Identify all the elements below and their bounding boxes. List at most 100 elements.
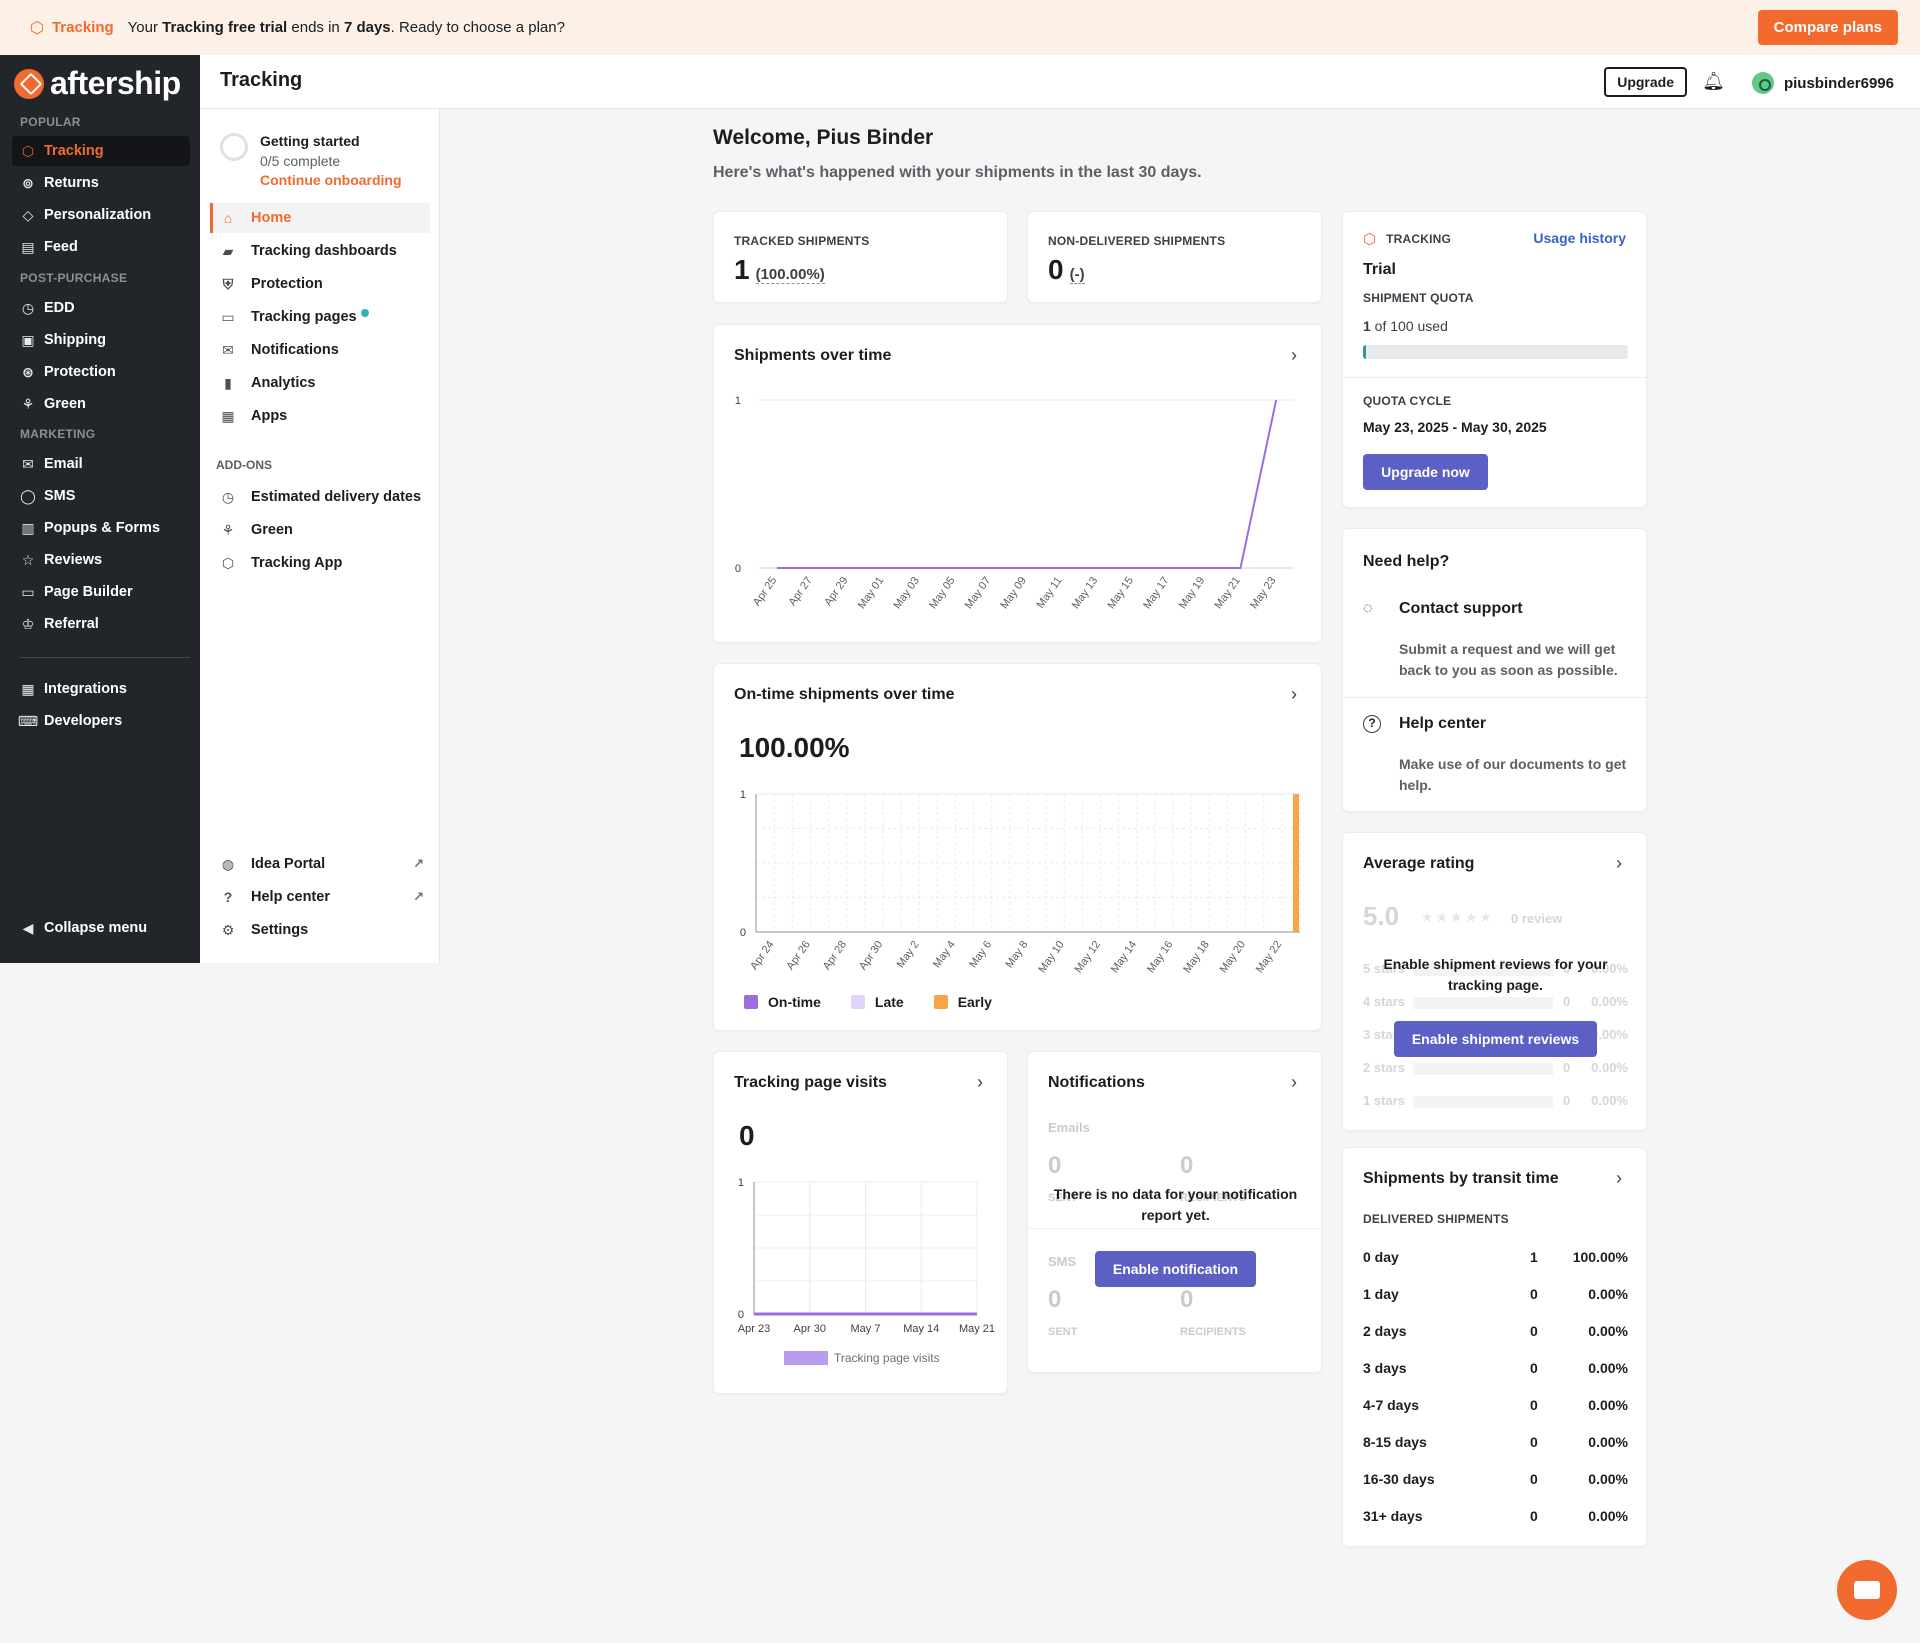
banner-message: Your Tracking free trial ends in 7 days.… bbox=[127, 19, 565, 36]
welcome-subtitle: Here's what's happened with your shipmen… bbox=[713, 164, 1202, 181]
chevron-right-icon[interactable]: › bbox=[1616, 1168, 1622, 1188]
subnav-item-analytics[interactable]: ▮ Analytics bbox=[210, 368, 430, 398]
x-tick-label: Apr 24 bbox=[748, 939, 776, 972]
gear-icon: ⚙ bbox=[221, 921, 235, 938]
sidebar-item-sms[interactable]: ◯ SMS bbox=[20, 487, 76, 505]
compare-plans-button[interactable]: Compare plans bbox=[1757, 10, 1898, 45]
plan-name: Trial bbox=[1363, 261, 1396, 278]
shield-icon: ⛨ bbox=[222, 275, 234, 292]
subnav-item-green[interactable]: ⚘ Green bbox=[221, 521, 293, 539]
sidebar-item-referral[interactable]: ♔ Referral bbox=[21, 615, 99, 633]
section-post-purchase: POST-PURCHASE bbox=[20, 271, 128, 285]
subnav-item-apps[interactable]: ▦ Apps bbox=[221, 407, 288, 425]
ontime-shipments-card: On-time shipments over time › 100.00% 0 1… bbox=[713, 663, 1322, 1031]
truck-icon: ▰ bbox=[222, 242, 234, 259]
divider bbox=[1343, 697, 1648, 698]
x-tick-label: May 4 bbox=[931, 939, 958, 970]
user-menu[interactable]: piusbinder6996 bbox=[1751, 72, 1894, 94]
feed-icon: ▤ bbox=[21, 238, 35, 255]
help-center-link[interactable]: Help center bbox=[1399, 715, 1487, 732]
subnav-item-tracking-app[interactable]: ⬡ Tracking App bbox=[221, 554, 343, 572]
x-tick-label: May 22 bbox=[1254, 939, 1285, 975]
stat-percent: (-) bbox=[1069, 266, 1085, 284]
ontime-bar-chart: 0 1 Apr 24 Apr 26 Apr 28 Apr 30 May 2 May 4 May … bbox=[740, 789, 1301, 975]
subnav-item-settings[interactable]: ⚙ Settings bbox=[221, 921, 309, 939]
subnav-item-idea-portal[interactable]: ◍ Idea Portal ↗ bbox=[221, 855, 424, 873]
enable-notification-button[interactable]: Enable notification bbox=[1095, 1251, 1256, 1287]
visits-line-chart: 0 1 Apr 23 Apr 30 May 7 May 14 May 21 bbox=[738, 1177, 995, 1335]
shipment-quota-label: SHIPMENT QUOTA bbox=[1363, 291, 1474, 305]
sidebar-item-email[interactable]: ✉ Email bbox=[12, 449, 190, 479]
emails-sent-label: SENT bbox=[1048, 1192, 1078, 1204]
subnav-item-help-center[interactable]: ? Help center ↗ bbox=[210, 882, 430, 912]
subnav-item-tracking-pages[interactable]: ▭ Tracking pages bbox=[210, 302, 430, 332]
subnav-item-protection[interactable]: ⛨ Protection bbox=[210, 269, 430, 299]
empty-state-message: There is no data for your notification r… bbox=[1053, 1186, 1298, 1223]
box-icon: ⬡ bbox=[21, 142, 35, 159]
stat-label: TRACKED SHIPMENTS bbox=[734, 234, 870, 248]
bell-icon[interactable]: 🔔︎ bbox=[1702, 71, 1725, 91]
rating-score: 5.0 bbox=[1363, 901, 1400, 931]
tracked-shipments-card[interactable]: TRACKED SHIPMENTS 1 (100.00%) bbox=[713, 211, 1008, 303]
x-tick-label: May 21 bbox=[1212, 575, 1243, 611]
transit-row: 8-15 days 0 0.00% bbox=[1363, 1434, 1628, 1450]
form-icon: ▥ bbox=[21, 519, 35, 536]
transit-row: 0 day 1 100.00% bbox=[1363, 1249, 1628, 1265]
sidebar-item-developers[interactable]: ⌨ Developers bbox=[17, 712, 123, 730]
x-tick-label: Apr 26 bbox=[784, 939, 812, 972]
subnav-item-tracking-dashboards[interactable]: ▰ Tracking dashboards bbox=[210, 236, 430, 266]
subnav-item-home[interactable]: ⌂ Home bbox=[210, 203, 430, 233]
enable-reviews-button[interactable]: Enable shipment reviews bbox=[1394, 1021, 1597, 1057]
sidebar-item-popups[interactable]: ▥ Popups & Forms bbox=[21, 519, 161, 537]
sms-recipients-label: RECIPIENTS bbox=[1180, 1326, 1247, 1338]
sidebar-item-reviews[interactable]: ☆ Reviews bbox=[21, 551, 103, 569]
emails-recipients-value: 0 bbox=[1180, 1152, 1194, 1179]
continue-onboarding-link[interactable]: Continue onboarding bbox=[260, 172, 402, 188]
sidebar-item-green[interactable]: ⚘ Green bbox=[21, 395, 86, 413]
aftership-logo[interactable]: aftership bbox=[14, 65, 181, 102]
clock-icon: ◷ bbox=[221, 488, 235, 505]
chevron-right-icon[interactable]: › bbox=[977, 1072, 983, 1092]
subnav-item-notifications[interactable]: ✉ Notifications bbox=[210, 335, 430, 365]
sidebar-item-tracking[interactable]: ⬡ Tracking bbox=[12, 136, 190, 166]
card-title: Shipments over time bbox=[734, 347, 892, 364]
chevron-right-icon[interactable]: › bbox=[1291, 345, 1297, 365]
stat-value: 1 bbox=[734, 254, 750, 285]
chevron-right-icon[interactable]: › bbox=[1291, 1072, 1297, 1092]
sidebar-item-edd[interactable]: ◷ EDD bbox=[21, 299, 75, 317]
sidebar-item-returns[interactable]: ⊚ Returns bbox=[12, 168, 190, 198]
contact-support-link[interactable]: Contact support bbox=[1399, 600, 1523, 617]
upgrade-button[interactable]: Upgrade bbox=[1604, 67, 1687, 97]
x-tick-label: May 11 bbox=[1035, 575, 1065, 611]
sidebar-item-shipping[interactable]: ▣ Shipping bbox=[21, 331, 107, 349]
x-tick-label: May 18 bbox=[1181, 939, 1212, 975]
mail-icon: ✉ bbox=[22, 455, 34, 472]
chat-launcher-icon[interactable] bbox=[1837, 1560, 1897, 1620]
x-tick-label: May 17 bbox=[1141, 575, 1172, 611]
usage-history-link[interactable]: Usage history bbox=[1533, 230, 1626, 246]
subnav-item-edd[interactable]: ◷ Estimated delivery dates bbox=[221, 488, 422, 506]
sidebar-item-page-builder[interactable]: ▭ Page Builder bbox=[21, 583, 133, 601]
sidebar-item-integrations[interactable]: ▦ Integrations bbox=[21, 680, 127, 698]
sidebar-item-protection[interactable]: ⊛ Protection bbox=[12, 357, 190, 387]
banner-product: Tracking bbox=[51, 19, 114, 36]
chevron-right-icon[interactable]: › bbox=[1616, 853, 1622, 873]
collapse-menu-button[interactable]: ◀ Collapse menu bbox=[12, 913, 190, 943]
transit-row: 2 days 0 0.00% bbox=[1363, 1323, 1628, 1339]
x-tick-label: May 10 bbox=[1036, 939, 1067, 975]
non-delivered-card[interactable]: NON-DELIVERED SHIPMENTS 0 (-) bbox=[1027, 211, 1322, 303]
sidebar-item-personalization[interactable]: ◇ Personalization bbox=[12, 200, 190, 230]
rating-row: 5 stars 0 0.00% bbox=[1363, 961, 1628, 976]
series-line bbox=[776, 399, 1278, 569]
divider bbox=[1028, 1228, 1323, 1229]
card-title: Tracking page visits bbox=[734, 1074, 887, 1091]
y-tick-label: 1 bbox=[735, 395, 741, 407]
upgrade-now-button[interactable]: Upgrade now bbox=[1363, 454, 1488, 490]
shipments-over-time-card: Shipments over time › 0 1 Apr 25 Apr 27 Apr … bbox=[713, 324, 1322, 643]
sms-recipients-value: 0 bbox=[1180, 1286, 1194, 1313]
y-tick-label: 1 bbox=[738, 1177, 744, 1189]
chevron-right-icon[interactable]: › bbox=[1291, 684, 1297, 704]
sidebar-item-feed[interactable]: ▤ Feed bbox=[21, 238, 78, 256]
transit-row: 3 days 0 0.00% bbox=[1363, 1360, 1628, 1376]
quota-cycle-label: QUOTA CYCLE bbox=[1363, 394, 1452, 408]
